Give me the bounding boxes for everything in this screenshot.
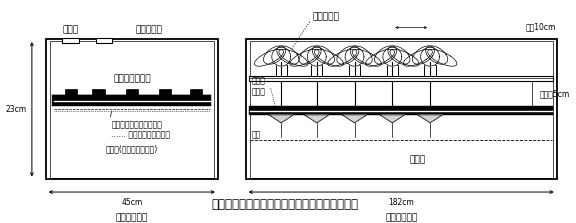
Polygon shape	[290, 49, 319, 66]
Text: 断面図（横）: 断面図（横）	[116, 213, 148, 222]
Polygon shape	[277, 46, 299, 64]
Bar	[425, 65, 435, 76]
Text: 植え穴: 植え穴	[63, 25, 79, 34]
Polygon shape	[388, 46, 410, 64]
Polygon shape	[342, 115, 367, 123]
Bar	[65, 89, 77, 96]
Text: 23cm: 23cm	[5, 105, 26, 114]
Text: 182cm: 182cm	[388, 198, 414, 207]
Polygon shape	[428, 49, 457, 66]
Polygon shape	[308, 47, 326, 66]
Text: …… ロックウールマット: …… ロックウールマット	[111, 130, 170, 139]
Text: 円筒チップ: 円筒チップ	[313, 12, 340, 21]
Text: 株間10cm: 株間10cm	[525, 22, 556, 31]
Polygon shape	[374, 46, 397, 64]
Bar	[386, 65, 398, 76]
Polygon shape	[403, 49, 433, 66]
Polygon shape	[272, 47, 291, 66]
Polygon shape	[255, 49, 283, 66]
Bar	[96, 38, 112, 43]
Polygon shape	[269, 115, 293, 123]
Text: 培養液: 培養液	[410, 155, 426, 164]
Polygon shape	[305, 115, 329, 123]
Text: 空間約5cm: 空間約5cm	[540, 89, 570, 98]
Text: フロートマット: フロートマット	[113, 74, 151, 83]
Polygon shape	[420, 47, 439, 66]
Bar	[190, 89, 202, 96]
Polygon shape	[345, 47, 364, 66]
Bar	[126, 89, 138, 96]
Text: 筒形吸
水資材: 筒形吸 水資材	[251, 76, 265, 96]
Polygon shape	[350, 46, 372, 64]
Bar	[249, 106, 554, 115]
Polygon shape	[312, 46, 335, 64]
Text: 定植パネル: 定植パネル	[135, 25, 162, 34]
Text: 45cm: 45cm	[121, 198, 142, 207]
Polygon shape	[383, 47, 401, 66]
Bar	[349, 65, 360, 76]
Bar	[50, 41, 214, 178]
Polygon shape	[337, 46, 359, 64]
Bar	[52, 95, 211, 106]
Polygon shape	[366, 49, 395, 66]
Text: 浮き板(発泡スチロール): 浮き板(発泡スチロール)	[106, 145, 158, 154]
Polygon shape	[264, 46, 286, 64]
Bar	[92, 89, 105, 96]
Text: 断面図（縦）: 断面図（縦）	[385, 213, 417, 222]
Bar	[311, 65, 323, 76]
Polygon shape	[314, 49, 343, 66]
Polygon shape	[352, 49, 381, 66]
Bar	[159, 89, 171, 96]
Polygon shape	[426, 46, 448, 64]
Text: 全体を防根シートで被覆: 全体を防根シートで被覆	[111, 121, 162, 130]
Polygon shape	[380, 115, 404, 123]
Text: 図２　フロートマット式湛液水耕装置の概略図: 図２ フロートマット式湛液水耕装置の概略図	[211, 198, 358, 211]
Bar	[249, 76, 554, 81]
Bar	[246, 39, 556, 180]
Text: 水位: 水位	[251, 130, 260, 139]
Bar	[46, 39, 218, 180]
Polygon shape	[299, 46, 321, 64]
Bar	[249, 41, 553, 178]
Bar	[276, 65, 287, 76]
Polygon shape	[390, 49, 419, 66]
Polygon shape	[412, 46, 434, 64]
Bar	[62, 38, 79, 43]
Polygon shape	[279, 49, 308, 66]
Polygon shape	[328, 49, 357, 66]
Polygon shape	[418, 115, 442, 123]
